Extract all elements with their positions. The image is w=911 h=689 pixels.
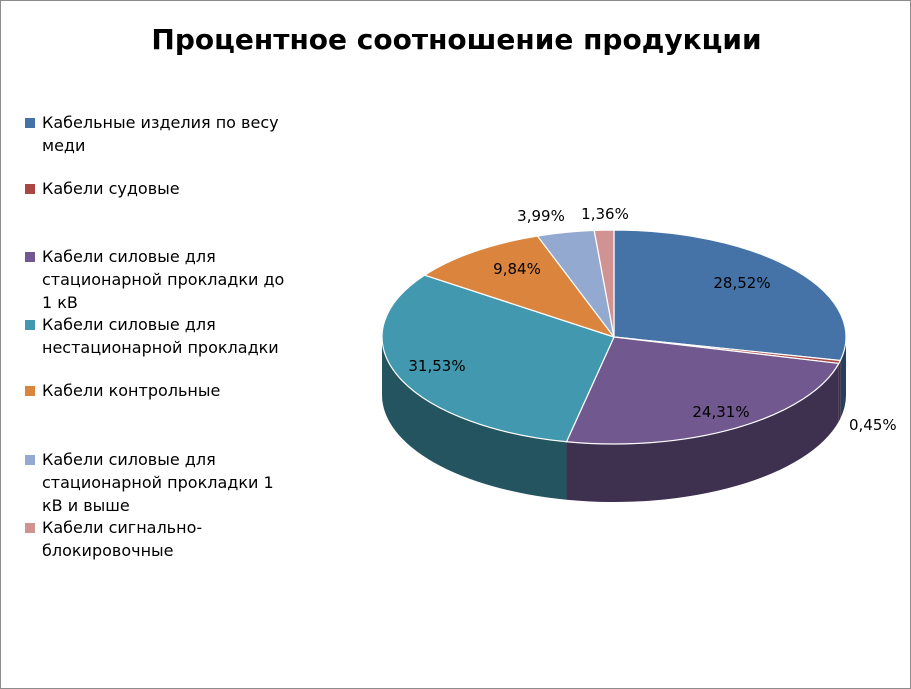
pie-slice-copper-weight: [613, 229, 847, 362]
chart-title: Процентное соотношение продукции: [151, 23, 762, 56]
legend-swatch-copper-weight: [25, 118, 35, 128]
pie-side-power-stationary-1kv: [566, 363, 839, 502]
legend-label-ship-cables: Кабели судовые: [42, 179, 180, 198]
legend-swatch-power-nonstationary: [25, 320, 35, 330]
pie-top: [381, 229, 847, 445]
data-label-power-nonstationary: 31,53%: [408, 357, 465, 375]
pie-slice-signal-blocking: [593, 229, 615, 338]
data-label-power-stationary-1kv: 24,31%: [692, 403, 749, 421]
legend-label-power-stationary-1kv: Кабели силовые для стационарной прокладк…: [42, 247, 285, 312]
pie-side-power-nonstationary: [382, 337, 567, 500]
pie-side-ship-cables: [838, 360, 841, 422]
data-label-power-stationary-above-1kv: 3,99%: [517, 207, 565, 225]
legend-label-power-nonstationary: Кабели силовые для нестационарной прокла…: [42, 315, 279, 357]
pie-slice-control-cables: [424, 235, 615, 338]
legend-swatch-signal-blocking: [25, 523, 35, 533]
legend-swatch-power-stationary-above-1kv: [25, 455, 35, 465]
legend-swatch-control-cables: [25, 386, 35, 396]
data-label-ship-cables: 0,45%: [849, 416, 897, 434]
pie-labels: 28,52% 0,45% 24,31% 31,53% 9,84% 3,99% 1,36%: [408, 205, 896, 434]
legend-swatch-power-stationary-1kv: [25, 252, 35, 262]
pie-slice-power-nonstationary: [381, 274, 615, 443]
data-label-control-cables: 9,84%: [493, 260, 541, 278]
legend-label-copper-weight: Кабельные изделия по весу меди: [42, 113, 279, 155]
legend-swatch-ship-cables: [25, 184, 35, 194]
legend-label-power-stationary-above-1kv: Кабели силовые для стационарной прокладк…: [42, 450, 274, 515]
pie-slice-power-stationary-1kv: [565, 336, 840, 445]
legend-label-control-cables: Кабели контрольные: [42, 381, 221, 400]
legend-label-signal-blocking: Кабели сигнально-блокировочные: [42, 518, 203, 560]
data-label-copper-weight: 28,52%: [713, 274, 770, 292]
data-label-signal-blocking: 1,36%: [581, 205, 629, 223]
